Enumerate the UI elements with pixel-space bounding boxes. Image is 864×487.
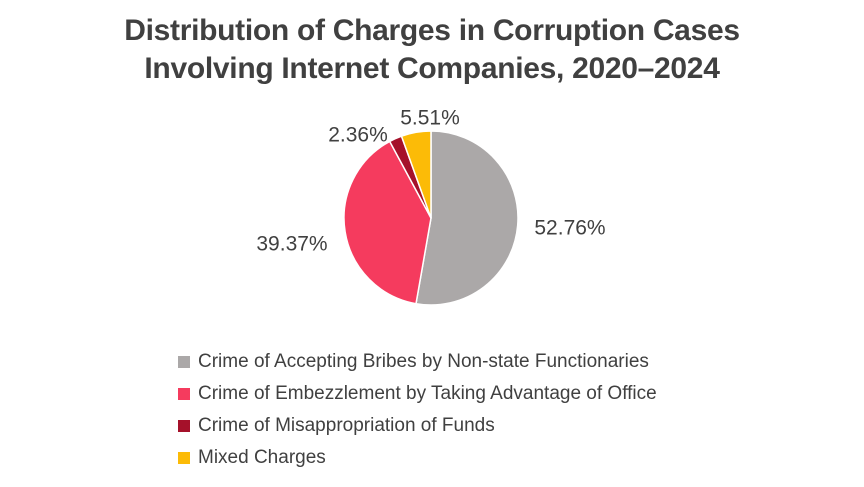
pie-slice [400,130,432,219]
legend-label: Crime of Misappropriation of Funds [198,415,495,436]
legend-swatch [178,388,190,400]
legend-item: Crime of Accepting Bribes by Non-state F… [178,346,657,378]
legend-item: Mixed Charges [178,442,657,474]
legend-label: Crime of Accepting Bribes by Non-state F… [198,351,649,372]
legend-swatch [178,452,190,464]
chart-title-line-1: Distribution of Charges in Corruption Ca… [124,14,740,47]
slice-value-label: 2.36% [328,124,388,147]
pie-slice [415,130,519,306]
legend-item: Crime of Misappropriation of Funds [178,410,657,442]
chart-title-line-2: Involving Internet Companies, 2020–2024 [144,52,720,85]
legend-swatch [178,420,190,432]
legend-item: Crime of Embezzlement by Taking Advantag… [178,378,657,410]
slice-value-label: 5.51% [400,107,460,130]
slice-value-label: 39.37% [256,233,327,256]
legend: Crime of Accepting Bribes by Non-state F… [178,346,657,474]
chart-title: Distribution of Charges in Corruption Ca… [0,12,864,88]
legend-label: Mixed Charges [198,447,326,468]
slice-value-label: 52.76% [534,217,605,240]
legend-swatch [178,356,190,368]
pie-slice [343,140,432,305]
legend-label: Crime of Embezzlement by Taking Advantag… [198,383,657,404]
